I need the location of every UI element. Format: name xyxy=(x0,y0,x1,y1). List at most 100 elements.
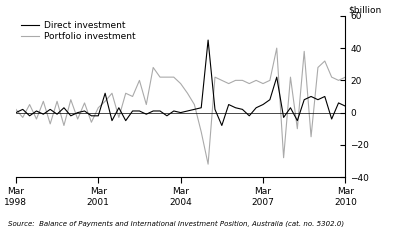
Portfolio investment xyxy=(192,103,197,106)
Portfolio investment xyxy=(158,76,162,79)
Portfolio investment xyxy=(103,100,108,103)
Portfolio investment xyxy=(137,79,142,82)
Legend: Direct investment, Portfolio investment: Direct investment, Portfolio investment xyxy=(20,20,137,42)
Direct investment xyxy=(316,98,320,101)
Direct investment xyxy=(13,111,18,114)
Portfolio investment xyxy=(350,79,355,82)
Direct investment xyxy=(295,119,300,122)
Direct investment xyxy=(309,95,314,98)
Portfolio investment xyxy=(48,123,52,125)
Portfolio investment xyxy=(55,100,60,103)
Direct investment xyxy=(199,106,204,109)
Portfolio investment xyxy=(309,135,314,138)
Line: Direct investment: Direct investment xyxy=(16,40,352,126)
Portfolio investment xyxy=(206,163,210,165)
Direct investment xyxy=(185,110,190,112)
Direct investment xyxy=(89,114,94,117)
Text: Source:  Balance of Payments and International Investment Position, Australia (c: Source: Balance of Payments and Internat… xyxy=(8,220,344,227)
Direct investment xyxy=(20,108,25,111)
Direct investment xyxy=(144,113,149,116)
Portfolio investment xyxy=(130,95,135,98)
Portfolio investment xyxy=(260,82,265,85)
Portfolio investment xyxy=(178,82,183,85)
Line: Portfolio investment: Portfolio investment xyxy=(16,48,352,164)
Portfolio investment xyxy=(220,79,224,82)
Direct investment xyxy=(41,113,46,116)
Direct investment xyxy=(268,98,272,101)
Portfolio investment xyxy=(240,79,245,82)
Direct investment xyxy=(254,106,258,109)
Portfolio investment xyxy=(41,100,46,103)
Portfolio investment xyxy=(268,79,272,82)
Portfolio investment xyxy=(336,79,341,82)
Direct investment xyxy=(75,111,80,114)
Direct investment xyxy=(130,110,135,112)
Portfolio investment xyxy=(302,50,306,53)
Portfolio investment xyxy=(151,66,156,69)
Portfolio investment xyxy=(164,76,169,79)
Portfolio investment xyxy=(295,127,300,130)
Direct investment xyxy=(103,92,108,95)
Portfolio investment xyxy=(281,156,286,159)
Direct investment xyxy=(322,95,327,98)
Portfolio investment xyxy=(185,92,190,95)
Direct investment xyxy=(343,105,348,108)
Direct investment xyxy=(281,116,286,119)
Direct investment xyxy=(329,118,334,120)
Direct investment xyxy=(34,110,39,112)
Portfolio investment xyxy=(34,118,39,120)
Portfolio investment xyxy=(254,79,258,82)
Direct investment xyxy=(68,114,73,117)
Portfolio investment xyxy=(226,82,231,85)
Portfolio investment xyxy=(288,76,293,79)
Portfolio investment xyxy=(123,92,128,95)
Portfolio investment xyxy=(20,116,25,119)
Direct investment xyxy=(172,110,176,112)
Direct investment xyxy=(226,103,231,106)
Portfolio investment xyxy=(212,76,217,79)
Portfolio investment xyxy=(199,131,204,133)
Portfolio investment xyxy=(343,76,348,79)
Direct investment xyxy=(274,76,279,79)
Direct investment xyxy=(302,98,306,101)
Direct investment xyxy=(192,108,197,111)
Direct investment xyxy=(336,101,341,104)
Direct investment xyxy=(220,124,224,127)
Direct investment xyxy=(206,39,210,41)
Direct investment xyxy=(288,106,293,109)
Portfolio investment xyxy=(233,79,238,82)
Portfolio investment xyxy=(274,47,279,49)
Direct investment xyxy=(247,114,252,117)
Direct investment xyxy=(151,110,156,112)
Text: $billion: $billion xyxy=(349,5,382,14)
Portfolio investment xyxy=(62,124,66,127)
Portfolio investment xyxy=(13,108,18,111)
Direct investment xyxy=(137,110,142,112)
Direct investment xyxy=(96,114,100,117)
Direct investment xyxy=(110,119,114,122)
Direct investment xyxy=(123,119,128,122)
Direct investment xyxy=(350,103,355,106)
Direct investment xyxy=(240,108,245,111)
Portfolio investment xyxy=(110,92,114,95)
Direct investment xyxy=(233,106,238,109)
Portfolio investment xyxy=(316,66,320,69)
Portfolio investment xyxy=(27,103,32,106)
Direct investment xyxy=(62,106,66,109)
Portfolio investment xyxy=(82,101,87,104)
Direct investment xyxy=(164,114,169,117)
Direct investment xyxy=(55,113,60,116)
Direct investment xyxy=(212,108,217,111)
Portfolio investment xyxy=(68,98,73,101)
Direct investment xyxy=(48,108,52,111)
Portfolio investment xyxy=(75,118,80,120)
Portfolio investment xyxy=(247,82,252,85)
Portfolio investment xyxy=(89,121,94,124)
Direct investment xyxy=(260,103,265,106)
Portfolio investment xyxy=(116,116,121,119)
Direct investment xyxy=(82,110,87,112)
Portfolio investment xyxy=(172,76,176,79)
Direct investment xyxy=(116,106,121,109)
Direct investment xyxy=(27,114,32,117)
Direct investment xyxy=(158,110,162,112)
